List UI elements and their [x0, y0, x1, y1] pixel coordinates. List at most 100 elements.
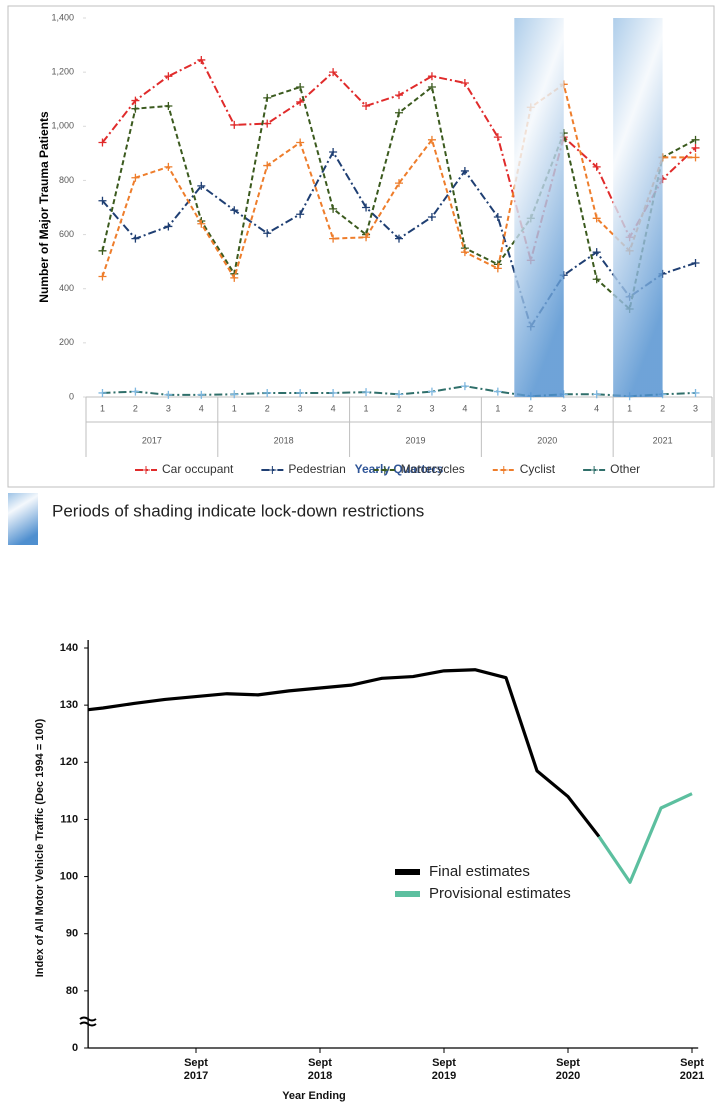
x-tick-label: Sept 2018	[307, 1057, 333, 1082]
point-marker	[362, 101, 371, 110]
y-tick-label: 0	[72, 1042, 78, 1054]
point-marker	[493, 133, 502, 142]
point-marker	[164, 222, 173, 231]
point-marker	[164, 101, 173, 110]
legend-marker	[380, 466, 389, 474]
point-marker	[98, 196, 107, 205]
x-tick-label: 2	[133, 403, 138, 413]
point-marker	[98, 388, 107, 397]
point-marker	[427, 72, 436, 81]
point-marker	[296, 388, 305, 397]
point-marker	[362, 388, 371, 397]
x-tick-label: 2	[265, 403, 270, 413]
point-marker	[460, 166, 469, 175]
point-marker	[164, 390, 173, 399]
point-marker	[98, 246, 107, 255]
series-line	[87, 668, 601, 838]
point-marker	[460, 248, 469, 257]
series-line	[101, 85, 696, 311]
point-marker	[691, 153, 700, 162]
series-line	[597, 792, 693, 884]
x-tick-label: 4	[331, 403, 336, 413]
y-tick-label: 1,200	[51, 67, 74, 77]
point-marker	[691, 388, 700, 397]
legend-label: Car occupant	[162, 462, 234, 476]
point-marker	[296, 138, 305, 147]
y-tick-label: 400	[59, 283, 74, 293]
legend-label: Provisional estimates	[429, 885, 571, 902]
x-axis-title: Yearly Quarters	[355, 462, 444, 476]
x-tick-label: Sept 2017	[183, 1057, 209, 1082]
legend-label: Final estimates	[429, 863, 530, 880]
point-marker	[263, 388, 272, 397]
point-marker	[230, 390, 239, 399]
group-label: 2020	[537, 435, 557, 445]
point-marker	[427, 212, 436, 221]
point-marker	[296, 210, 305, 219]
point-marker	[493, 212, 502, 221]
point-marker	[362, 233, 371, 242]
point-marker	[230, 273, 239, 282]
x-tick-label: 1	[495, 403, 500, 413]
y-tick-label: 90	[66, 928, 78, 940]
x-tick-label: 3	[166, 403, 171, 413]
legend-label: Pedestrian	[288, 462, 345, 476]
point-marker	[395, 234, 403, 243]
point-marker	[460, 78, 469, 87]
point-marker	[362, 203, 371, 212]
point-marker	[296, 83, 305, 92]
x-tick-label: 3	[561, 403, 566, 413]
x-tick-label: 1	[364, 403, 369, 413]
x-tick-label: Sept 2021	[679, 1057, 705, 1082]
point-marker	[493, 387, 502, 396]
x-tick-label: 3	[298, 403, 303, 413]
point-marker	[197, 181, 206, 190]
y-tick-label: 120	[60, 756, 78, 768]
group-label: 2021	[653, 435, 673, 445]
point-marker	[230, 206, 239, 215]
y-tick-label: 1,000	[51, 121, 74, 131]
x-tick-label: 2	[660, 403, 665, 413]
group-label: 2017	[142, 435, 162, 445]
point-marker	[263, 119, 272, 128]
x-tick-label: 4	[462, 403, 467, 413]
point-marker	[329, 68, 338, 77]
point-marker	[98, 272, 107, 281]
point-marker	[592, 390, 601, 399]
point-marker	[98, 138, 107, 147]
lockdown-shading	[514, 18, 564, 397]
y-tick-label: 80	[66, 985, 78, 997]
legend-label: Other	[610, 462, 640, 476]
chart-frame	[7, 5, 715, 488]
point-marker	[592, 248, 601, 257]
point-marker	[131, 96, 140, 105]
point-marker	[131, 104, 140, 113]
y-tick-label: 0	[69, 391, 74, 401]
point-marker	[395, 179, 403, 188]
x-tick-label: Sept 2019	[431, 1057, 457, 1082]
y-axis-title: Number of Major Trauma Patients	[37, 111, 51, 303]
x-tick-label: 3	[429, 403, 434, 413]
y-tick-label: 130	[60, 699, 78, 711]
point-marker	[296, 97, 305, 106]
x-tick-label: 2	[528, 403, 533, 413]
point-marker	[197, 55, 206, 64]
point-marker	[329, 204, 338, 213]
y-tick-label: 200	[59, 337, 74, 347]
point-marker	[197, 390, 206, 399]
legend-marker	[268, 466, 277, 474]
point-marker	[691, 258, 700, 267]
y-tick-label: 800	[59, 175, 74, 185]
y-tick-label: 600	[59, 229, 74, 239]
point-marker	[329, 388, 338, 397]
y-tick-label: 110	[60, 813, 78, 825]
point-marker	[131, 173, 140, 182]
x-tick-label: 1	[627, 403, 632, 413]
legend-marker	[499, 466, 508, 474]
point-marker	[263, 161, 272, 170]
x-tick-label: 2	[396, 403, 401, 413]
y-tick-label: 100	[60, 870, 78, 882]
point-marker	[460, 382, 469, 391]
point-marker	[164, 162, 173, 171]
